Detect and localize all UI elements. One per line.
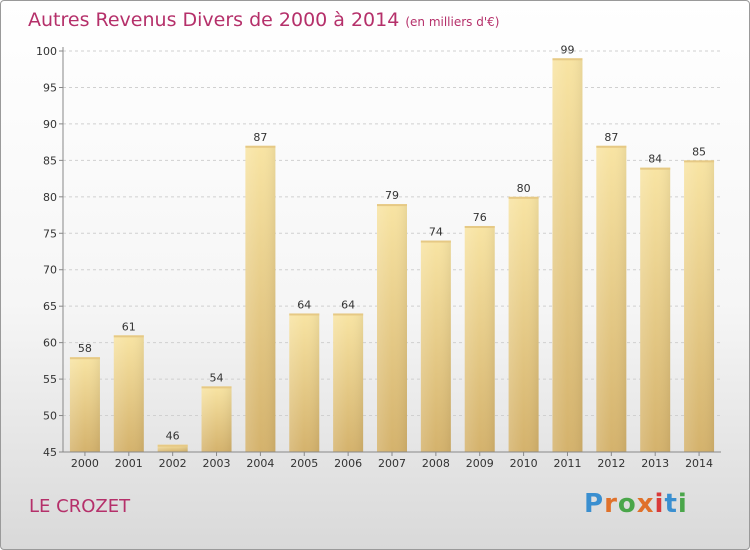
y-tick-label: 75: [43, 227, 57, 240]
data-label: 64: [341, 298, 355, 311]
data-label: 58: [78, 342, 92, 355]
bar-shade: [333, 313, 364, 452]
data-label: 46: [166, 430, 180, 443]
y-tick-label: 80: [43, 191, 57, 204]
data-label: 87: [604, 131, 618, 144]
chart-title: Autres Revenus Divers de 2000 à 2014 (en …: [28, 9, 499, 31]
bar-shade: [464, 225, 495, 452]
data-label: 61: [122, 320, 136, 333]
bar-layer: 58 61 46 54 87 64 64 79 74 76 80 99 87 84 85: [69, 43, 715, 453]
location-label: LE CROZET: [29, 496, 131, 517]
bar-shade: [113, 335, 144, 452]
x-tick-label: 2002: [159, 457, 187, 470]
bar-shade: [420, 240, 451, 452]
bar-shade: [596, 145, 627, 453]
bar-top: [333, 313, 364, 316]
data-label: 80: [517, 182, 531, 195]
y-tick-label: 50: [43, 410, 57, 423]
x-tick-label: 2012: [597, 457, 625, 470]
logo-letter: P: [584, 489, 605, 519]
bar-shade: [508, 196, 539, 452]
data-label: 87: [253, 131, 267, 144]
x-tick-label: 2001: [115, 457, 143, 470]
bar-top: [596, 145, 627, 148]
y-tick-label: 45: [43, 446, 57, 459]
logo-letter: i: [677, 489, 688, 519]
bar-top: [377, 204, 407, 207]
data-label: 85: [692, 145, 706, 158]
chart-title-text: Autres Revenus Divers de 2000 à 2014: [28, 9, 400, 31]
logo-letter: o: [617, 489, 637, 519]
data-label: 76: [473, 211, 487, 224]
bar-shade: [201, 386, 232, 452]
bar-top: [245, 145, 276, 148]
proxiti-logo: Proxiti: [584, 489, 688, 519]
bar-shade: [377, 204, 407, 452]
logo-letter: r: [604, 489, 618, 519]
logo-letter: x: [636, 489, 655, 519]
axis-layer: 45 50 55 60 65 70 75 80 85 90 95 100 2000 2001 2002 200…: [36, 45, 721, 470]
bar-shade: [640, 167, 671, 452]
x-tick-label: 2010: [510, 457, 538, 470]
x-tick-label: 2003: [203, 457, 231, 470]
bar-top: [69, 357, 100, 360]
x-tick-label: 2011: [553, 457, 581, 470]
y-tick-label: 60: [43, 337, 57, 350]
bar-shade: [684, 160, 715, 452]
data-label: 84: [648, 153, 662, 166]
bar-shade: [157, 444, 188, 452]
chart-subtitle: (en milliers d'€): [405, 15, 500, 29]
x-tick-label: 2007: [378, 457, 406, 470]
y-tick-label: 90: [43, 118, 57, 131]
bar-top: [464, 225, 495, 228]
x-tick-label: 2005: [290, 457, 318, 470]
y-tick-label: 95: [43, 81, 57, 94]
data-label: 79: [385, 189, 399, 202]
y-tick-label: 100: [36, 45, 57, 58]
bar-top: [201, 386, 232, 389]
x-tick-label: 2009: [466, 457, 494, 470]
bar-top: [640, 167, 671, 170]
logo-letter: t: [664, 489, 678, 519]
data-label: 64: [297, 298, 311, 311]
y-tick-label: 85: [43, 154, 57, 167]
bar-top: [157, 444, 188, 447]
x-tick-label: 2004: [246, 457, 274, 470]
x-tick-label: 2008: [422, 457, 450, 470]
x-tick-label: 2014: [685, 457, 713, 470]
x-tick-label: 2013: [641, 457, 669, 470]
y-tick-label: 55: [43, 373, 57, 386]
bar-top: [113, 335, 144, 338]
bar-top: [684, 160, 715, 163]
bar-top: [420, 240, 451, 243]
y-tick-label: 65: [43, 300, 57, 313]
bar-shade: [552, 58, 583, 453]
bar-top: [552, 58, 583, 61]
data-label: 74: [429, 226, 443, 239]
bar-shade: [245, 145, 276, 453]
bar-shade: [289, 313, 320, 452]
bar-shade: [69, 357, 100, 452]
logo-letter: i: [654, 489, 665, 519]
data-label: 99: [560, 43, 574, 56]
y-tick-label: 70: [43, 264, 57, 277]
data-label: 54: [210, 371, 224, 384]
bar-top: [289, 313, 320, 316]
x-tick-label: 2000: [71, 457, 99, 470]
bar-top: [508, 196, 539, 199]
x-tick-label: 2006: [334, 457, 362, 470]
